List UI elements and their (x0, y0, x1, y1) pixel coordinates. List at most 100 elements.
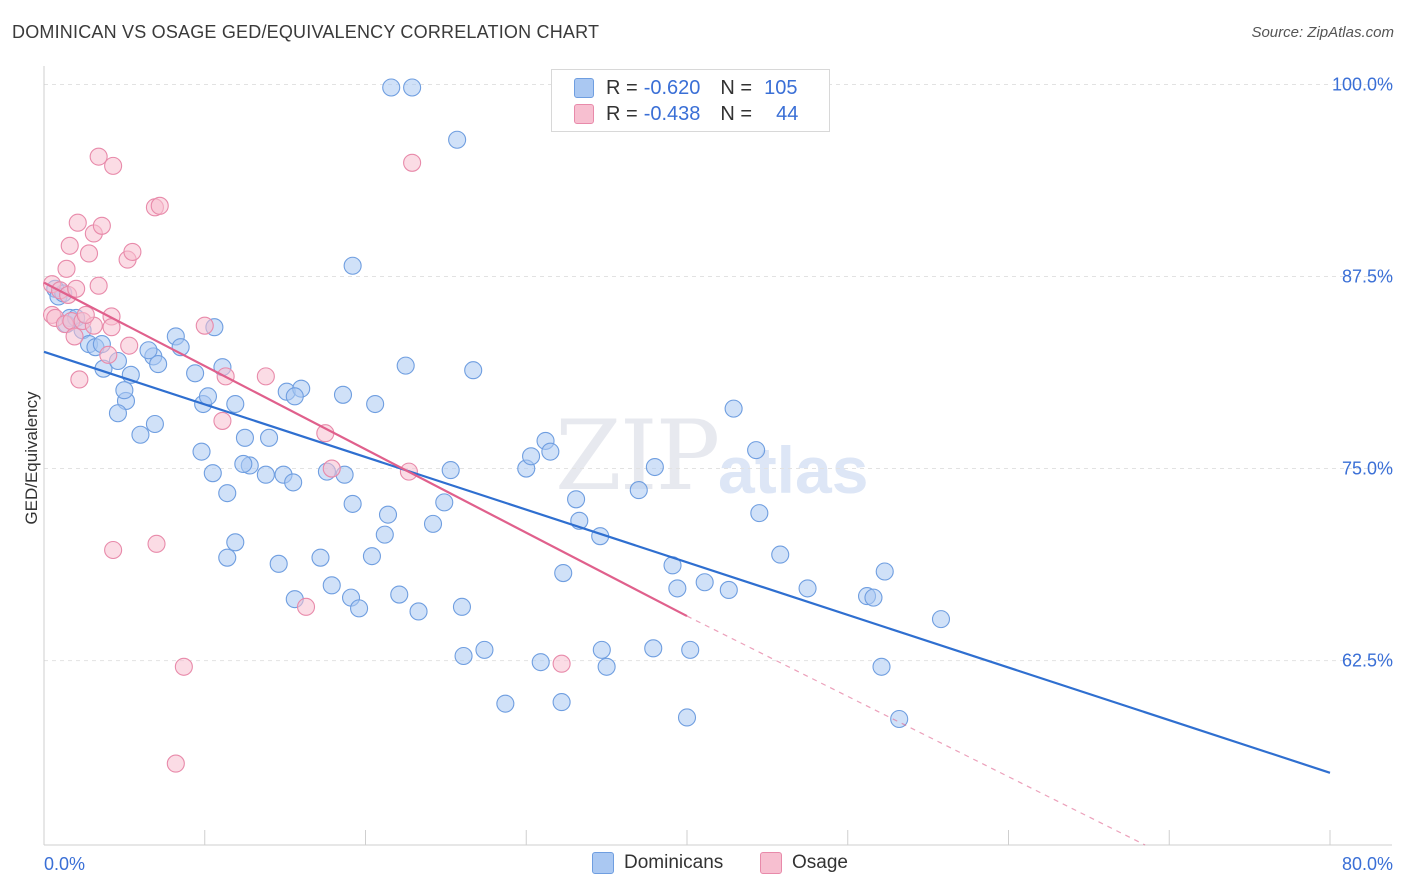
bottom-legend-label-dominicans: Dominicans (624, 852, 724, 873)
legend-n-value: 44 (776, 102, 799, 125)
legend-row-dominicans: R = -0.620 N = 105 (574, 75, 798, 101)
legend-swatch-dominicans (574, 78, 594, 98)
dominican-point (382, 78, 401, 97)
osage-point (120, 336, 139, 355)
x-tick-label: 80.0% (1342, 854, 1393, 874)
osage-point (67, 279, 86, 298)
legend-row-osage: R = -0.438 N = 44 (574, 101, 799, 127)
dominican-point (145, 414, 164, 434)
x-tick-label: 0.0% (44, 854, 85, 874)
osage-point (70, 370, 89, 389)
osage-point (89, 147, 108, 166)
osage-trend-line (43, 281, 688, 618)
osage-point (89, 276, 108, 295)
dominican-point (554, 563, 573, 583)
dominican-point (592, 640, 611, 659)
y-tick-label: 100.0% (1332, 74, 1393, 94)
dominican-point (890, 709, 909, 729)
bottom-legend-swatch-osage (760, 852, 782, 874)
dominican-point (362, 547, 381, 566)
legend-n-label: N = (720, 102, 753, 125)
dominican-point (235, 428, 254, 447)
bottom-legend-swatch-dominicans (592, 852, 614, 874)
y-tick-label: 62.5% (1342, 651, 1393, 671)
dominican-point (396, 356, 415, 375)
dominican-point (645, 457, 664, 477)
legend-n-value: 105 (764, 76, 798, 99)
osage-point (57, 259, 76, 278)
dominican-point (186, 364, 205, 383)
dominican-trend-line (43, 350, 1331, 774)
dominican-point (311, 548, 330, 567)
osage-point (99, 345, 118, 364)
dominican-point (448, 130, 467, 149)
dominican-point (343, 494, 362, 513)
dominican-point (234, 454, 253, 474)
dominican-point (139, 341, 158, 360)
dominican-point (259, 428, 279, 447)
bottom-legend-dominicans[interactable]: Dominicans (592, 852, 723, 874)
dominican-point (567, 490, 586, 509)
osage-point (316, 424, 335, 443)
dominican-point (552, 693, 571, 712)
dominican-point (872, 657, 891, 676)
dominican-point (226, 394, 245, 414)
dominican-point (203, 464, 222, 483)
dominican-point (285, 387, 304, 406)
osage-point (195, 316, 214, 335)
dominican-point (541, 442, 560, 461)
y-tick-label: 75.0% (1342, 459, 1393, 479)
dominican-point (403, 78, 422, 97)
osage-point (147, 534, 166, 553)
osage-point (552, 654, 571, 673)
dominican-point (747, 441, 766, 460)
osage-point (150, 196, 169, 215)
watermark-atlas: atlas (718, 433, 869, 507)
dominican-point (131, 425, 150, 444)
osage-point (60, 236, 79, 255)
y-tick-label: 87.5% (1342, 266, 1393, 286)
dominican-point (681, 640, 700, 659)
dominican-point (864, 588, 883, 607)
legend-r-label: R = (606, 76, 638, 99)
dominican-point (366, 394, 385, 414)
osage-point (296, 597, 316, 616)
legend-r-label: R = (606, 102, 638, 125)
dominican-point (441, 461, 460, 480)
dominican-point (452, 597, 472, 616)
dominican-point (343, 256, 362, 275)
osage-point (104, 156, 123, 175)
dominican-point (226, 533, 245, 552)
dominican-point (719, 580, 738, 599)
chart-title: DOMINICAN VS OSAGE GED/EQUIVALENCY CORRE… (12, 22, 600, 42)
dominican-point (931, 610, 951, 629)
dominican-point (464, 361, 483, 380)
dominican-point (333, 385, 353, 404)
osage-point (79, 244, 99, 263)
dominican-point (677, 708, 697, 727)
osage-trend-extension (686, 615, 1146, 846)
dominican-point (269, 554, 288, 573)
osage-point (213, 411, 232, 430)
dominican-point (375, 525, 394, 544)
dominican-point (192, 442, 211, 461)
osage-point (256, 367, 275, 386)
osage-point (174, 657, 193, 676)
dominican-point (423, 514, 443, 533)
dominican-point (322, 576, 341, 595)
dominican-point (115, 381, 134, 400)
osage-point (123, 242, 142, 261)
dominican-point (218, 548, 237, 567)
legend-n-label: N = (720, 76, 753, 99)
bottom-legend-osage[interactable]: Osage (760, 852, 848, 874)
osage-point (76, 305, 95, 324)
dominican-point (629, 481, 648, 500)
osage-point (166, 754, 185, 773)
osage-point (92, 216, 111, 235)
source-label: Source: ZipAtlas.com (1251, 24, 1394, 41)
dominican-point (875, 562, 894, 581)
osage-point (68, 213, 87, 232)
dominican-point (750, 504, 769, 523)
osage-point (65, 327, 84, 346)
